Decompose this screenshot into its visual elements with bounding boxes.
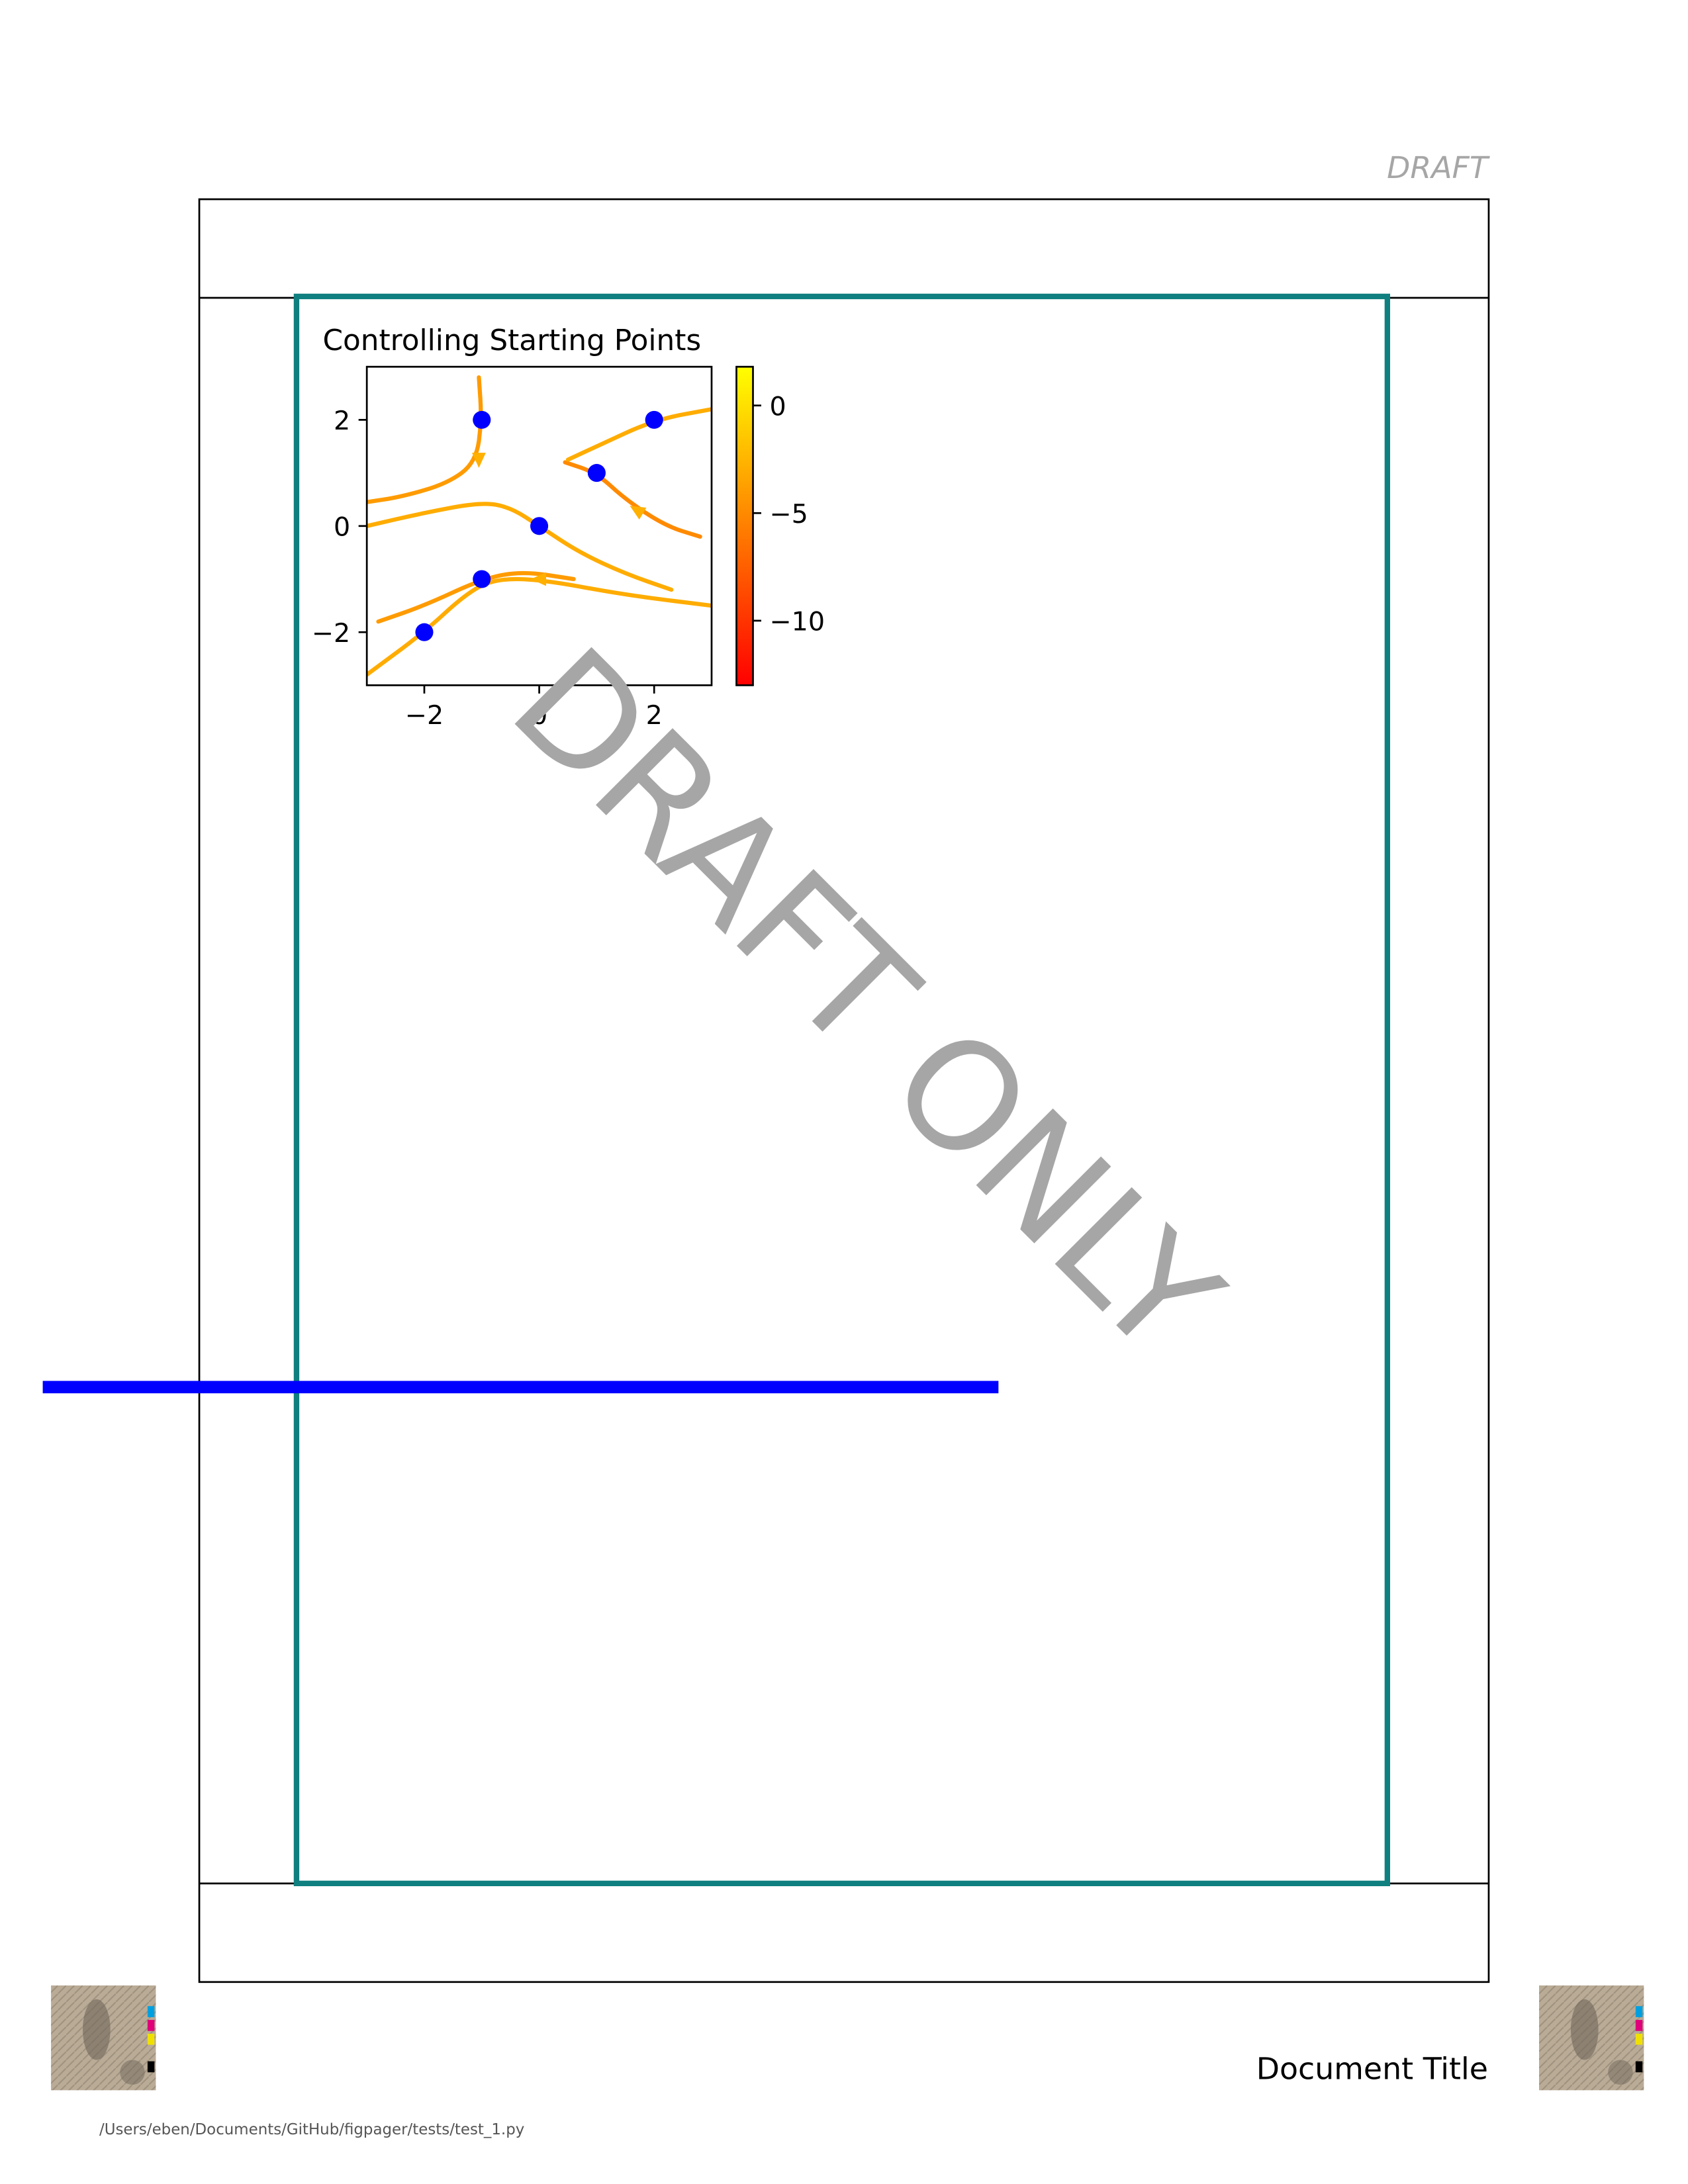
- start-point-5: [473, 570, 491, 588]
- streamline-arrow-1: [472, 453, 486, 469]
- page-border: [198, 198, 1490, 1983]
- chart-title: Controlling Starting Points: [323, 324, 702, 357]
- document-title: Document Title: [1256, 2051, 1488, 2087]
- x-axis-ticks: −2 0 2: [405, 685, 663, 731]
- content-frame: [293, 293, 1390, 1887]
- streamline-4: [565, 407, 712, 462]
- x-tick-label: 2: [646, 700, 663, 731]
- footer-thumbnail-left: [51, 1985, 156, 2091]
- y-tick-label: 0: [334, 512, 350, 542]
- file-path: /Users/eben/Documents/GitHub/figpager/te…: [99, 2121, 524, 2138]
- streamline-1: [367, 375, 483, 504]
- start-point-1: [473, 410, 491, 429]
- y-tick-label: 2: [334, 406, 350, 436]
- footer-thumbnail-right: [1539, 1985, 1644, 2091]
- colorbar-tick-label: −10: [770, 606, 825, 637]
- colorbar-tick-label: −5: [770, 499, 808, 529]
- streamline-arrow-2: [630, 506, 647, 520]
- colorbar-tick-label: 0: [770, 391, 786, 422]
- colorbar-ticks: 0 −5 −10: [753, 391, 825, 637]
- streamline-2: [367, 502, 674, 592]
- streamline-arrow-3: [531, 572, 546, 586]
- header-draft-label: DRAFT: [1387, 150, 1490, 185]
- streamline-arrows: [472, 453, 647, 586]
- x-tick-label: −2: [405, 700, 444, 731]
- y-tick-label: −2: [312, 618, 350, 649]
- streamline-6: [367, 576, 712, 677]
- streamplot-chart: Controlling Starting Points −2 0 2 −202 0−…: [312, 324, 825, 731]
- start-points: [415, 410, 663, 641]
- y-axis-ticks: −2 0 2: [312, 406, 367, 649]
- streamline-3: [563, 460, 702, 539]
- start-point-2: [645, 410, 663, 429]
- start-point-4: [530, 517, 549, 535]
- x-tick-label: 0: [531, 700, 547, 731]
- start-point-6: [415, 623, 434, 641]
- draft-only-watermark: DRAFT ONLY: [479, 616, 1251, 1388]
- colorbar: [735, 365, 754, 686]
- start-point-3: [587, 464, 606, 482]
